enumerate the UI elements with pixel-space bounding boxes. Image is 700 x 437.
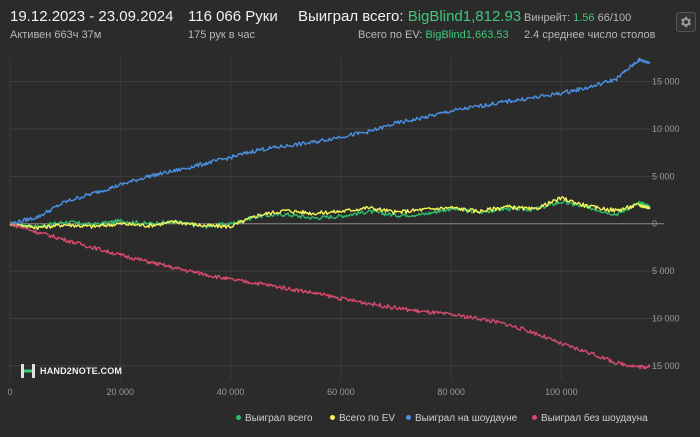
y-axis-ticks: 15 000 10 000 5 000 0 5 000 10 000 15 000 xyxy=(652,77,680,371)
profit-chart: 15 000 10 000 5 000 0 5 000 10 000 15 000 0 20 … xyxy=(7,57,680,397)
winrate-value: 1.56 xyxy=(573,12,595,24)
ev-label: Всего по EV: xyxy=(358,29,423,41)
winrate-label: Винрейт: xyxy=(524,12,571,24)
legend-label: Выиграл без шоудауна xyxy=(541,413,648,424)
legend-dot xyxy=(330,414,335,420)
avg-tables: 2.4 среднее число столов xyxy=(524,29,656,41)
y-tick-label: 0 xyxy=(652,219,657,229)
legend-dot xyxy=(532,414,537,420)
ev-value: BigBlind1,663.53 xyxy=(425,29,509,41)
series-line xyxy=(9,200,651,229)
ev-total: Всего по EV: BigBlind1,663.53 xyxy=(358,29,509,41)
legend-dot xyxy=(236,414,241,420)
active-time: Активен 663ч 37м xyxy=(10,29,102,41)
x-tick-label: 20 000 xyxy=(107,387,135,397)
h-logo-icon xyxy=(21,364,35,378)
x-tick-label: 40 000 xyxy=(217,387,245,397)
y-tick-label: 10 000 xyxy=(652,313,680,323)
won-total-value: BigBlind1,812.93 xyxy=(407,8,522,25)
legend-item-ev[interactable]: Всего по EV xyxy=(330,413,395,424)
won-total-label: Выиграл всего: xyxy=(298,8,404,25)
logo-text: HAND2NOTE.COM xyxy=(40,366,123,376)
series-line xyxy=(9,196,651,231)
legend-label: Выиграл на шоудауне xyxy=(415,413,518,424)
legend-label: Всего по EV xyxy=(339,413,396,424)
chart-series xyxy=(9,57,651,370)
series-line xyxy=(10,223,651,370)
x-tick-label: 80 000 xyxy=(437,387,465,397)
x-axis-ticks: 0 20 000 40 000 60 000 80 000 100 000 xyxy=(7,387,577,397)
hand2note-logo: HAND2NOTE.COM xyxy=(20,362,122,380)
x-tick-label: 0 xyxy=(7,387,12,397)
legend-item-non-showdown[interactable]: Выиграл без шоудауна xyxy=(532,413,648,424)
won-total: Выиграл всего: BigBlind1,812.93 xyxy=(298,8,521,25)
settings-button[interactable] xyxy=(676,12,696,32)
legend-dot xyxy=(406,414,411,420)
series-line xyxy=(9,57,651,225)
stats-header: 19.12.2023 - 23.09.2024 Активен 663ч 37м… xyxy=(0,0,700,48)
hands-per-hour: 175 рук в час xyxy=(188,29,256,41)
winrate: Винрейт: 1.56 66/100 xyxy=(524,12,631,24)
y-tick-label: 5 000 xyxy=(652,171,675,181)
y-tick-label: 15 000 xyxy=(652,361,680,371)
date-range: 19.12.2023 - 23.09.2024 xyxy=(10,8,174,25)
chart-grid xyxy=(9,58,664,380)
hands-count: 116 066 Руки xyxy=(188,8,278,25)
legend-label: Выиграл всего xyxy=(245,413,313,424)
gear-icon xyxy=(680,16,692,28)
legend-item-won-total[interactable]: Выиграл всего xyxy=(236,413,313,424)
y-tick-label: 15 000 xyxy=(652,77,680,87)
y-tick-label: 10 000 xyxy=(652,124,680,134)
chart-legend: Выиграл всего Всего по EV Выиграл на шоу… xyxy=(0,411,700,427)
x-tick-label: 100 000 xyxy=(545,387,578,397)
winrate-suffix: 66/100 xyxy=(597,12,632,24)
legend-item-showdown[interactable]: Выиграл на шоудауне xyxy=(406,413,517,424)
x-tick-label: 60 000 xyxy=(327,387,355,397)
y-tick-label: 5 000 xyxy=(652,266,675,276)
